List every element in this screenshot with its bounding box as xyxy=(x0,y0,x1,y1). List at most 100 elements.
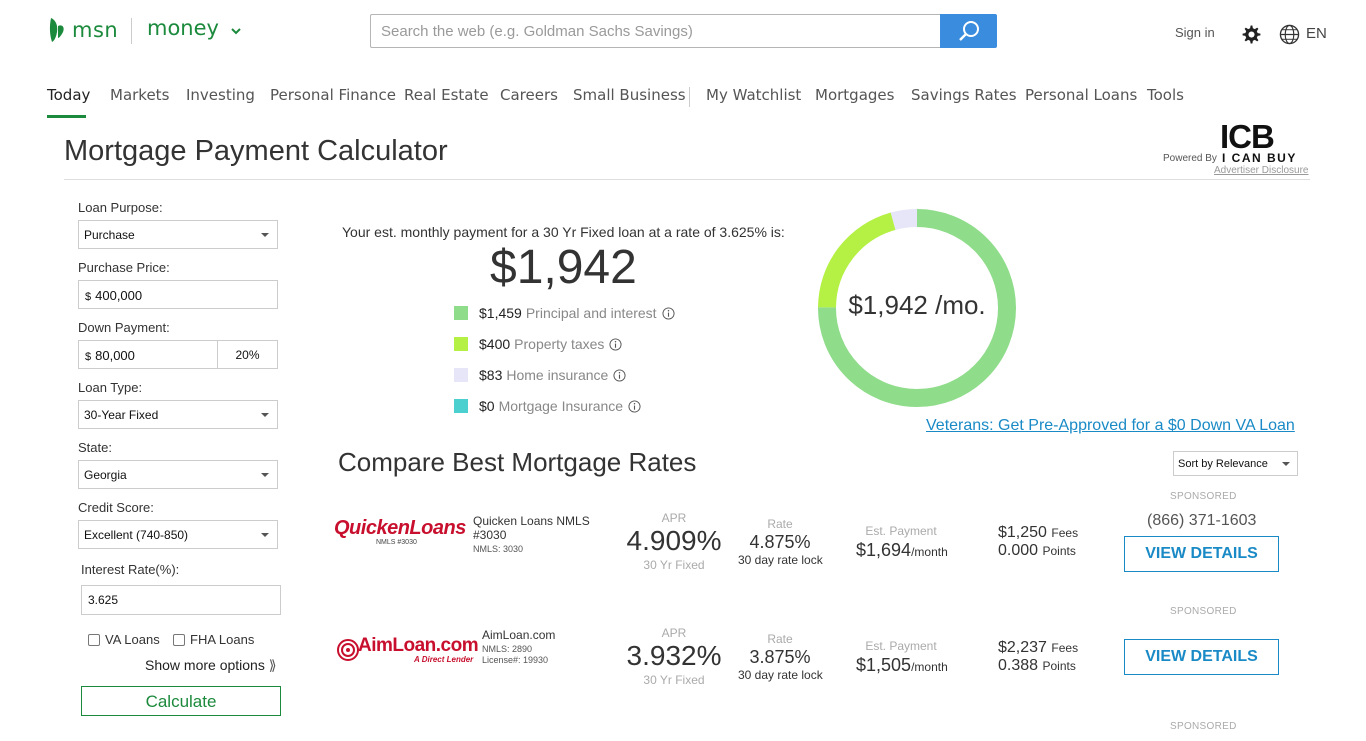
state-select[interactable]: Georgia xyxy=(78,460,278,489)
apr-subtext: 30 Yr Fixed xyxy=(643,673,705,687)
aimloan-logo-sub: A Direct Lender xyxy=(414,655,474,664)
view-details-button[interactable]: VIEW DETAILS xyxy=(1124,536,1279,572)
loan-purpose-label: Loan Purpose: xyxy=(78,200,163,215)
lender-license: License#: 19930 xyxy=(482,655,549,665)
dropdown-caret-icon xyxy=(1282,462,1290,466)
nav-item-real-estate[interactable]: Real Estate xyxy=(404,86,489,104)
search-input[interactable] xyxy=(370,14,941,48)
globe-icon[interactable] xyxy=(1279,24,1300,45)
msn-logo[interactable]: msn xyxy=(48,16,118,44)
interest-rate-label: Interest Rate(%): xyxy=(81,562,180,577)
legend-swatch xyxy=(454,306,468,320)
fees-amount: $1,250 xyxy=(998,524,1047,541)
credit-score-select[interactable]: Excellent (740-850) xyxy=(78,520,278,549)
nav-item-my-watchlist[interactable]: My Watchlist xyxy=(706,86,802,104)
nav-item-today[interactable]: Today xyxy=(47,86,91,104)
va-loans-option[interactable]: VA Loans xyxy=(88,632,160,647)
chevron-down-icon[interactable] xyxy=(230,26,242,36)
fha-loans-checkbox[interactable] xyxy=(173,633,185,646)
logo-divider xyxy=(131,18,132,44)
donut-segment-0 xyxy=(818,209,1016,407)
info-icon[interactable] xyxy=(628,399,641,413)
points-value: 0.388 Points xyxy=(998,657,1076,675)
nav-item-personal-finance[interactable]: Personal Finance xyxy=(270,86,396,104)
interest-rate-value: 3.625 xyxy=(88,593,119,607)
purchase-price-input[interactable]: $400,000 xyxy=(78,280,278,309)
powered-by-label: Powered By xyxy=(1163,153,1217,164)
loan-purpose-select[interactable]: Purchase xyxy=(78,220,278,249)
breakdown-amount: $1,459 xyxy=(479,305,522,321)
sponsored-label: SPONSORED xyxy=(1170,721,1237,732)
dropdown-caret-icon xyxy=(261,413,269,417)
nav-item-careers[interactable]: Careers xyxy=(500,86,558,104)
rate-value: 3.875% xyxy=(749,647,811,667)
fha-loans-option[interactable]: FHA Loans xyxy=(173,632,254,647)
nav-item-small-business[interactable]: Small Business xyxy=(573,86,686,104)
lender-phone[interactable]: (866) 371-1603 xyxy=(1147,512,1257,529)
show-more-options-link[interactable]: Show more options ⟫ xyxy=(145,657,277,674)
title-divider xyxy=(64,179,1310,180)
breakdown-label: Property taxes xyxy=(514,336,605,352)
est-payment-amount: $1,694 xyxy=(856,540,912,560)
apr-value: 3.932% xyxy=(626,640,722,671)
calculate-button[interactable]: Calculate xyxy=(81,686,281,716)
va-loan-link[interactable]: Veterans: Get Pre-Approved for a $0 Down… xyxy=(926,417,1295,434)
nav-item-investing[interactable]: Investing xyxy=(186,86,255,104)
language-selector[interactable]: EN xyxy=(1306,25,1327,42)
view-details-button[interactable]: VIEW DETAILS xyxy=(1124,639,1279,675)
loan-type-value: 30-Year Fixed xyxy=(84,408,159,422)
down-payment-percent-input[interactable]: 20% xyxy=(217,340,278,369)
info-icon[interactable] xyxy=(613,368,626,382)
va-loans-checkbox[interactable] xyxy=(88,633,100,646)
est-payment-amount: $1,505 xyxy=(856,655,912,675)
points-amount: 0.388 xyxy=(998,657,1039,674)
points-amount: 0.000 xyxy=(998,542,1039,559)
sort-select[interactable]: Sort by Relevance xyxy=(1173,451,1298,476)
advertiser-disclosure-link[interactable]: Advertiser Disclosure xyxy=(1214,165,1309,176)
breakdown-principal: $1,459 Principal and interest xyxy=(454,305,675,321)
apr-caption: APR xyxy=(661,626,687,640)
nav-item-tools[interactable]: Tools xyxy=(1147,86,1184,104)
lender-nmls: NMLS: 3030 xyxy=(473,544,524,554)
interest-rate-input[interactable]: 3.625 xyxy=(81,585,281,615)
nav-item-personal-loans[interactable]: Personal Loans xyxy=(1025,86,1138,104)
section-title[interactable]: money xyxy=(147,16,219,40)
search-icon xyxy=(958,21,979,41)
quicken-loans-logo[interactable]: QuickenLoans NMLS #3030 xyxy=(334,517,467,549)
msn-butterfly-icon xyxy=(49,18,64,42)
breakdown-label: Home insurance xyxy=(506,367,609,383)
sort-value: Sort by Relevance xyxy=(1178,458,1268,470)
nav-item-savings-rates[interactable]: Savings Rates xyxy=(911,86,1017,104)
gear-icon[interactable] xyxy=(1241,24,1262,45)
info-icon[interactable] xyxy=(662,306,675,320)
down-payment-input[interactable]: $80,000 xyxy=(78,340,218,369)
page-title: Mortgage Payment Calculator xyxy=(64,135,448,167)
rate-lock-text: 30 day rate lock xyxy=(738,553,823,567)
nav-item-mortgages[interactable]: Mortgages xyxy=(815,86,895,104)
est-payment-unit: /month xyxy=(911,660,948,674)
monthly-payment-amount: $1,942 xyxy=(490,241,637,294)
lender-nmls: NMLS: 2890 xyxy=(482,644,533,654)
legend-swatch xyxy=(454,368,468,382)
donut-segment-2 xyxy=(890,209,918,230)
donut-segment-1 xyxy=(818,212,896,308)
down-payment-value: 80,000 xyxy=(95,348,135,363)
apr-caption: APR xyxy=(661,511,687,525)
points-label: Points xyxy=(1042,544,1076,558)
fees-value: $2,237 Fees xyxy=(998,639,1078,657)
sign-in-link[interactable]: Sign in xyxy=(1175,25,1215,40)
state-label: State: xyxy=(78,440,112,455)
points-value: 0.000 Points xyxy=(998,542,1076,560)
info-icon[interactable] xyxy=(609,337,622,351)
breakdown-mortgage-insurance: $0 Mortgage Insurance xyxy=(454,398,641,414)
lender-name: AimLoan.com xyxy=(482,628,556,642)
rate-value: 4.875% xyxy=(749,532,811,552)
legend-swatch xyxy=(454,337,468,351)
aimloan-logo[interactable]: AimLoan.com A Direct Lender xyxy=(336,633,479,667)
loan-type-select[interactable]: 30-Year Fixed xyxy=(78,400,278,429)
double-chevron-right-icon: ⟫ xyxy=(268,657,277,673)
search-button[interactable] xyxy=(940,14,997,48)
quicken-logo-text: QuickenLoans xyxy=(334,517,466,539)
nav-item-markets[interactable]: Markets xyxy=(110,86,170,104)
state-value: Georgia xyxy=(84,468,127,482)
